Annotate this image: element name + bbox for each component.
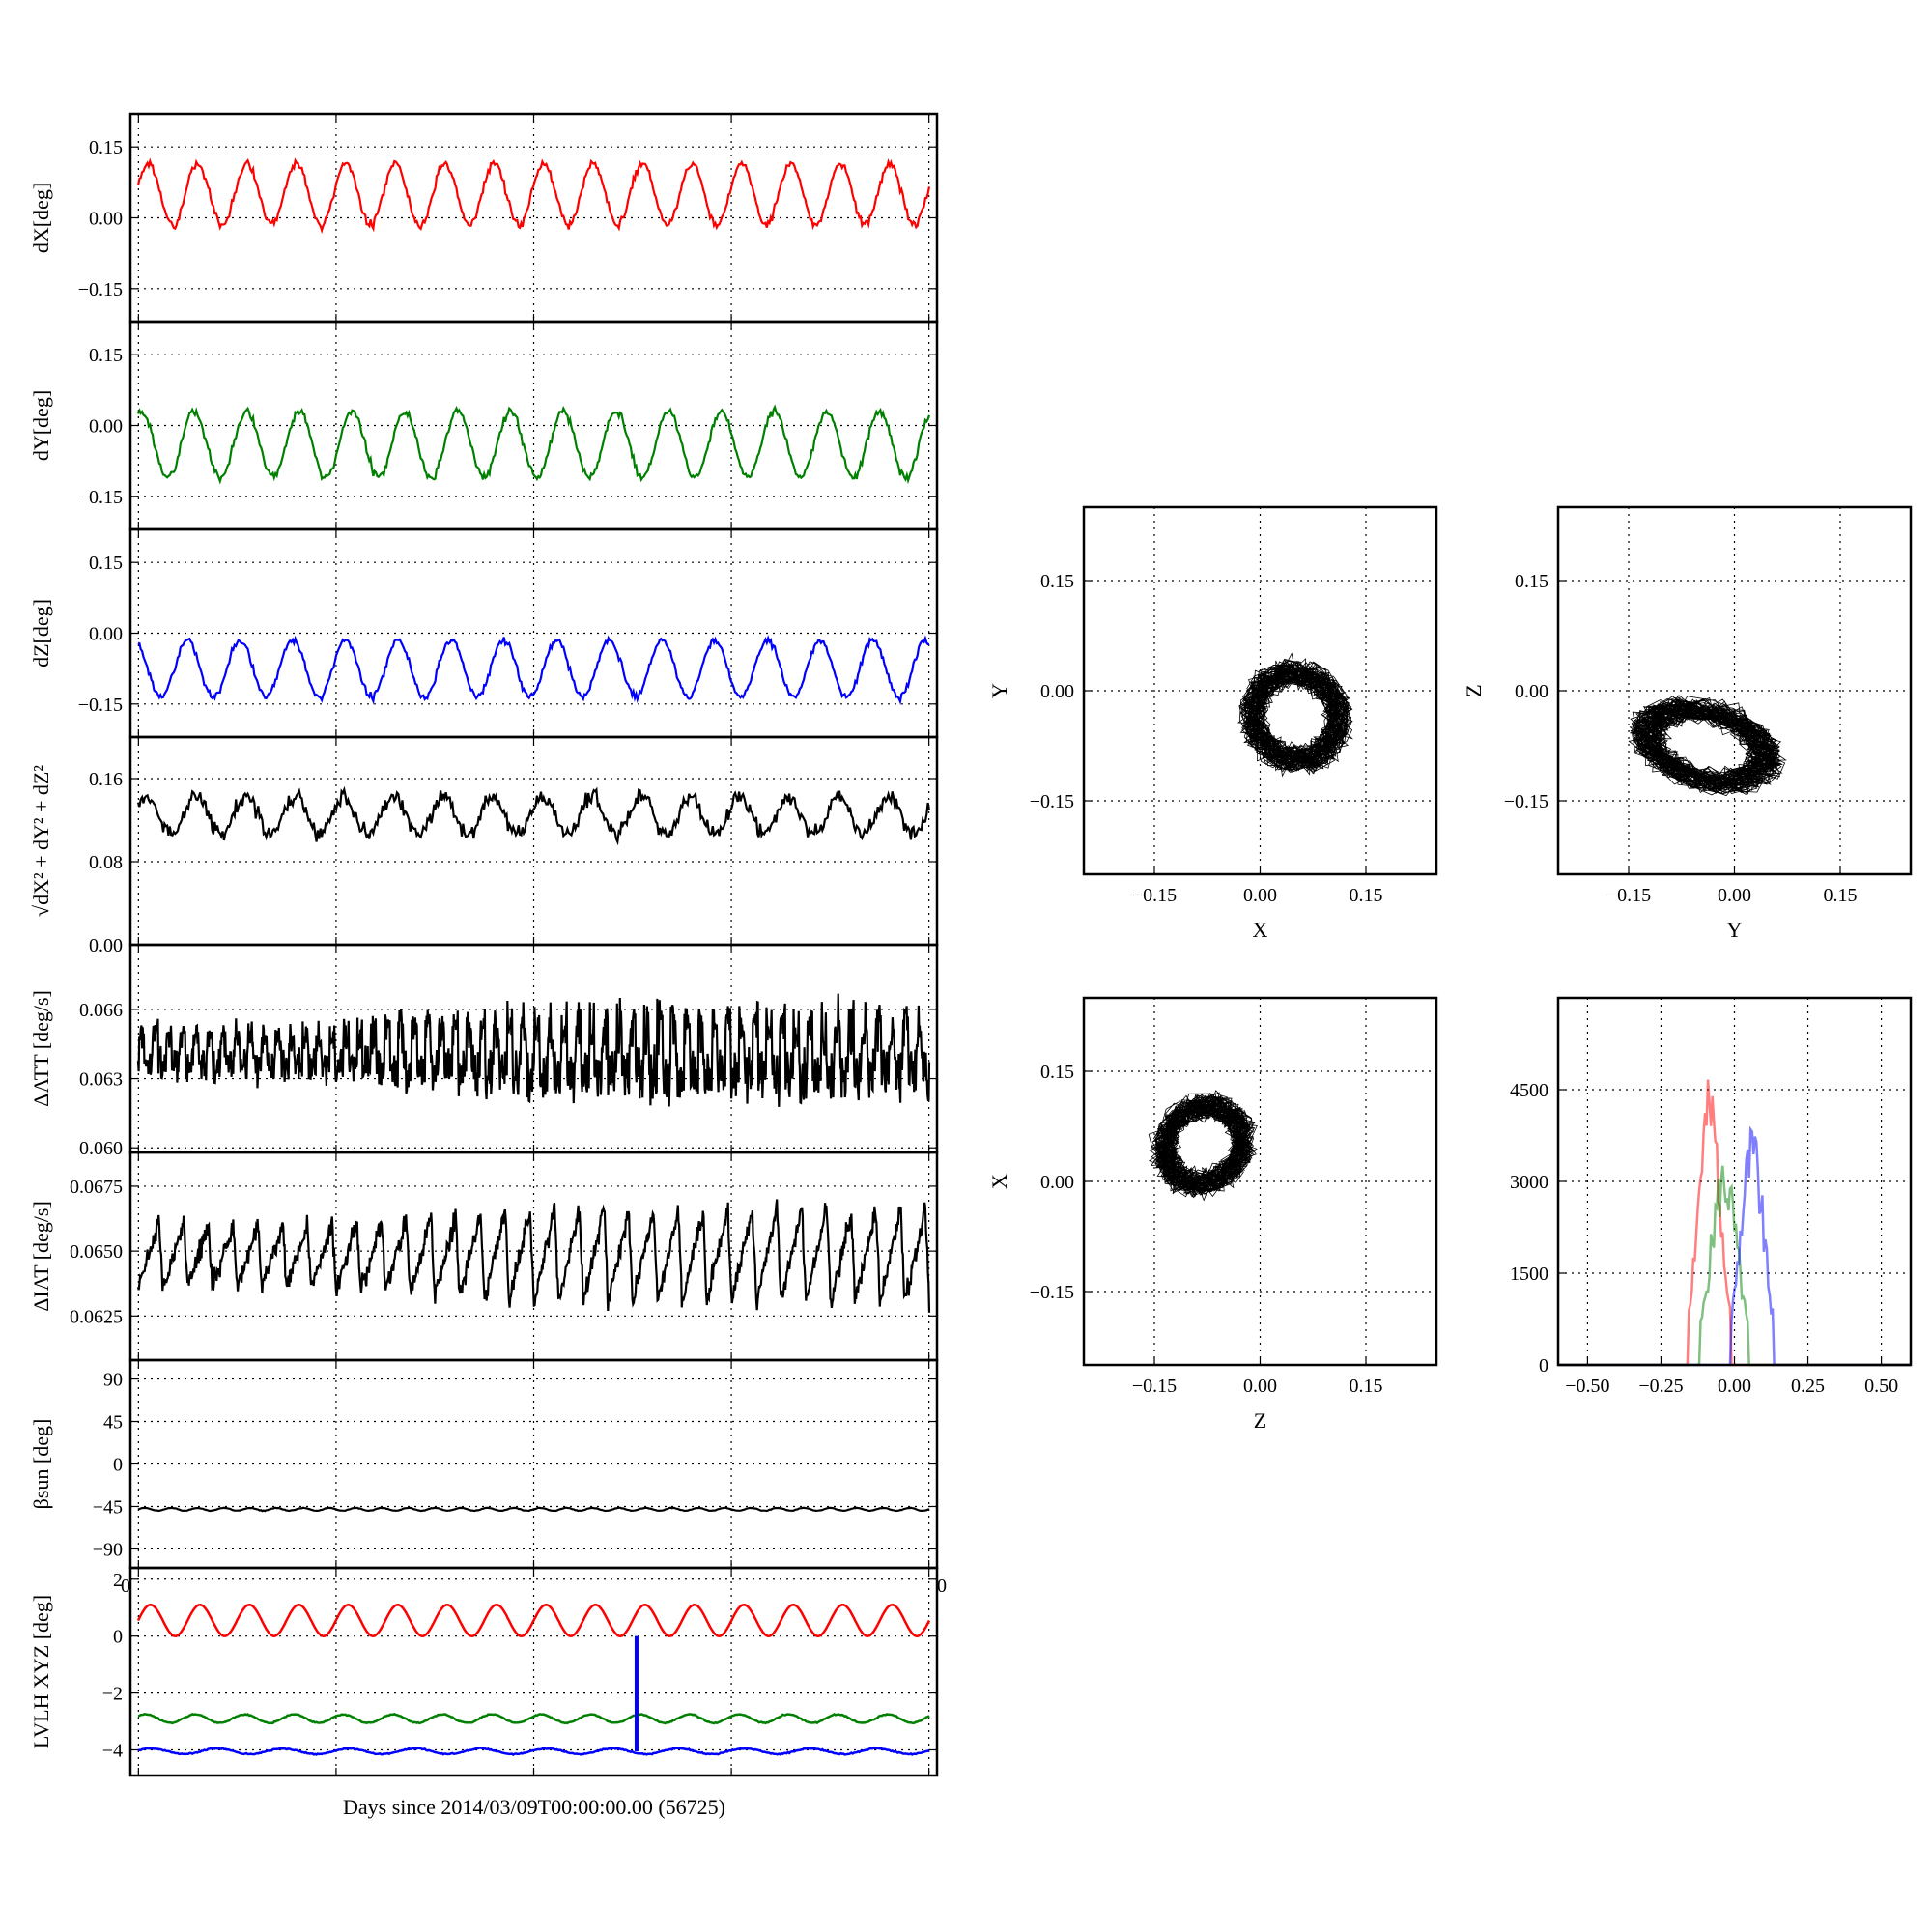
axes-frame bbox=[1082, 505, 1438, 876]
ytick-label: 0 bbox=[1539, 1355, 1548, 1377]
xtick-label: 0.00 bbox=[1718, 1376, 1751, 1397]
ytick-label: 2 bbox=[113, 1570, 123, 1591]
scatter-track bbox=[1148, 1090, 1258, 1202]
ytick-label: 0.00 bbox=[1515, 681, 1548, 702]
axes-frame bbox=[1556, 505, 1913, 876]
series-black-line bbox=[137, 1506, 930, 1513]
xtick-label: −0.15 bbox=[1132, 1376, 1177, 1397]
panel-histogram: 4500 3000 1500 0 −0.50 −0.25 0.00 0.25 0.50 bbox=[1510, 996, 1913, 1397]
ytick-label: 0.16 bbox=[89, 769, 123, 790]
y-axis-label: dY[deg] bbox=[29, 390, 53, 461]
y-axis-label: ΔATT [deg/s] bbox=[29, 990, 53, 1107]
ytick-label: 0.00 bbox=[89, 935, 123, 956]
ytick-label: 0.00 bbox=[1040, 681, 1074, 702]
ytick-label: 0.0650 bbox=[70, 1241, 123, 1263]
ytick-label: 0.15 bbox=[89, 137, 123, 158]
panel-scatter-xy: 0.15 0.00 −0.15 −0.15 0.00 0.15 X Y bbox=[987, 505, 1438, 942]
xtick-label: −0.15 bbox=[1132, 885, 1177, 906]
ytick-label: −0.15 bbox=[78, 487, 123, 508]
y-axis-label: dX[deg] bbox=[29, 183, 53, 253]
ytick-label: 0.15 bbox=[89, 345, 123, 366]
ytick-label: 0.00 bbox=[89, 209, 123, 230]
ytick-label: −0.15 bbox=[1030, 791, 1074, 812]
y-axis-label: X bbox=[987, 1174, 1011, 1189]
ytick-label: 0.15 bbox=[1040, 1062, 1074, 1083]
xtick-label: 0.15 bbox=[1824, 885, 1858, 906]
series-red-line bbox=[136, 157, 931, 235]
x-axis-label: X bbox=[1253, 918, 1268, 942]
ytick-label: 3000 bbox=[1510, 1172, 1548, 1193]
ytick-label: 0.08 bbox=[89, 852, 123, 873]
xtick-label: −0.50 bbox=[1565, 1376, 1609, 1397]
ytick-label: 0.066 bbox=[79, 1000, 123, 1021]
xtick-label: 0.00 bbox=[1718, 885, 1751, 906]
series-blue-line bbox=[137, 635, 929, 706]
ytick-label: −2 bbox=[102, 1684, 123, 1705]
ytick-label: 0.0675 bbox=[70, 1177, 123, 1198]
y-axis-label: √dX² + dY² + dZ² bbox=[29, 765, 53, 917]
y-axis-label: Z bbox=[1462, 684, 1486, 696]
ytick-label: 1500 bbox=[1510, 1264, 1548, 1285]
panel-scatter-zx: 0.15 0.00 −0.15 −0.15 0.00 0.15 Z X bbox=[987, 996, 1438, 1433]
xtick-label: 0.15 bbox=[1350, 885, 1383, 906]
series-black-line bbox=[136, 785, 931, 846]
x-axis-label: Z bbox=[1254, 1408, 1266, 1433]
ytick-label: −0.15 bbox=[78, 279, 123, 300]
y-axis-label: Y bbox=[987, 683, 1011, 698]
ytick-label: 0.00 bbox=[89, 624, 123, 645]
ytick-label: −0.15 bbox=[1030, 1282, 1074, 1303]
axes-frame bbox=[1082, 996, 1438, 1367]
panel-dy: 0.15 0.00 −0.15 dY[deg] bbox=[29, 320, 939, 531]
ytick-label: −45 bbox=[93, 1496, 123, 1518]
ytick-label: −4 bbox=[102, 1740, 123, 1761]
xtick-label: 0.25 bbox=[1791, 1376, 1825, 1397]
xtick-label: −0.15 bbox=[1606, 885, 1651, 906]
ytick-label: −90 bbox=[93, 1539, 123, 1560]
series-blue-line bbox=[137, 1746, 930, 1756]
series-green-line bbox=[136, 404, 931, 485]
ytick-label: 0.060 bbox=[79, 1138, 123, 1159]
stray-tick-right: 0 bbox=[937, 1576, 947, 1597]
scatter-track bbox=[1628, 695, 1787, 797]
y-axis-label: LVLH XYZ [deg] bbox=[29, 1595, 53, 1748]
xtick-label: 0.00 bbox=[1243, 885, 1277, 906]
xtick-label: −0.25 bbox=[1638, 1376, 1683, 1397]
ytick-label: 4500 bbox=[1510, 1080, 1548, 1101]
axes-frame bbox=[128, 1566, 939, 1777]
ytick-label: 0.063 bbox=[79, 1069, 123, 1091]
x-axis-label: Days since 2014/03/09T00:00:00.00 (56725… bbox=[343, 1795, 725, 1819]
y-axis-label: βsun [deg] bbox=[29, 1419, 53, 1510]
xtick-label: 0.00 bbox=[1243, 1376, 1277, 1397]
ytick-label: 0 bbox=[113, 1627, 123, 1648]
scatter-track bbox=[1236, 652, 1354, 778]
ytick-label: 45 bbox=[103, 1412, 123, 1434]
ytick-label: 0.00 bbox=[89, 416, 123, 438]
ytick-label: 0.15 bbox=[1515, 571, 1548, 592]
panel-scatter-yz: 0.15 0.00 −0.15 −0.15 0.00 0.15 Y Z bbox=[1462, 505, 1913, 942]
ytick-label: 0.15 bbox=[1040, 571, 1074, 592]
ytick-label: 90 bbox=[103, 1370, 123, 1391]
y-axis-label: dZ[deg] bbox=[29, 599, 53, 668]
ytick-label: −0.15 bbox=[78, 695, 123, 716]
ytick-label: 0.15 bbox=[89, 553, 123, 574]
series-red-line bbox=[136, 1604, 931, 1637]
panel-delta-att: 0.066 0.063 0.060 ΔATT [deg/s] bbox=[29, 943, 939, 1159]
stray-tick-left: 0 bbox=[121, 1576, 130, 1597]
y-axis-label: ΔIAT [deg/s] bbox=[29, 1201, 53, 1312]
ytick-label: 0.0625 bbox=[70, 1306, 123, 1327]
series-green-line bbox=[137, 1712, 930, 1725]
ytick-label: −0.15 bbox=[1504, 791, 1548, 812]
ytick-label: 0 bbox=[113, 1455, 123, 1476]
series-black-line bbox=[136, 993, 931, 1107]
panel-delta-iat: 0.0675 0.0650 0.0625 ΔIAT [deg/s] bbox=[29, 1151, 939, 1362]
xtick-label: 0.15 bbox=[1350, 1376, 1383, 1397]
axes-frame bbox=[1556, 996, 1913, 1367]
x-axis-label: Y bbox=[1727, 918, 1743, 942]
series-black-line bbox=[136, 1199, 931, 1313]
xtick-label: 0.50 bbox=[1864, 1376, 1898, 1397]
ytick-label: 0.00 bbox=[1040, 1172, 1074, 1193]
